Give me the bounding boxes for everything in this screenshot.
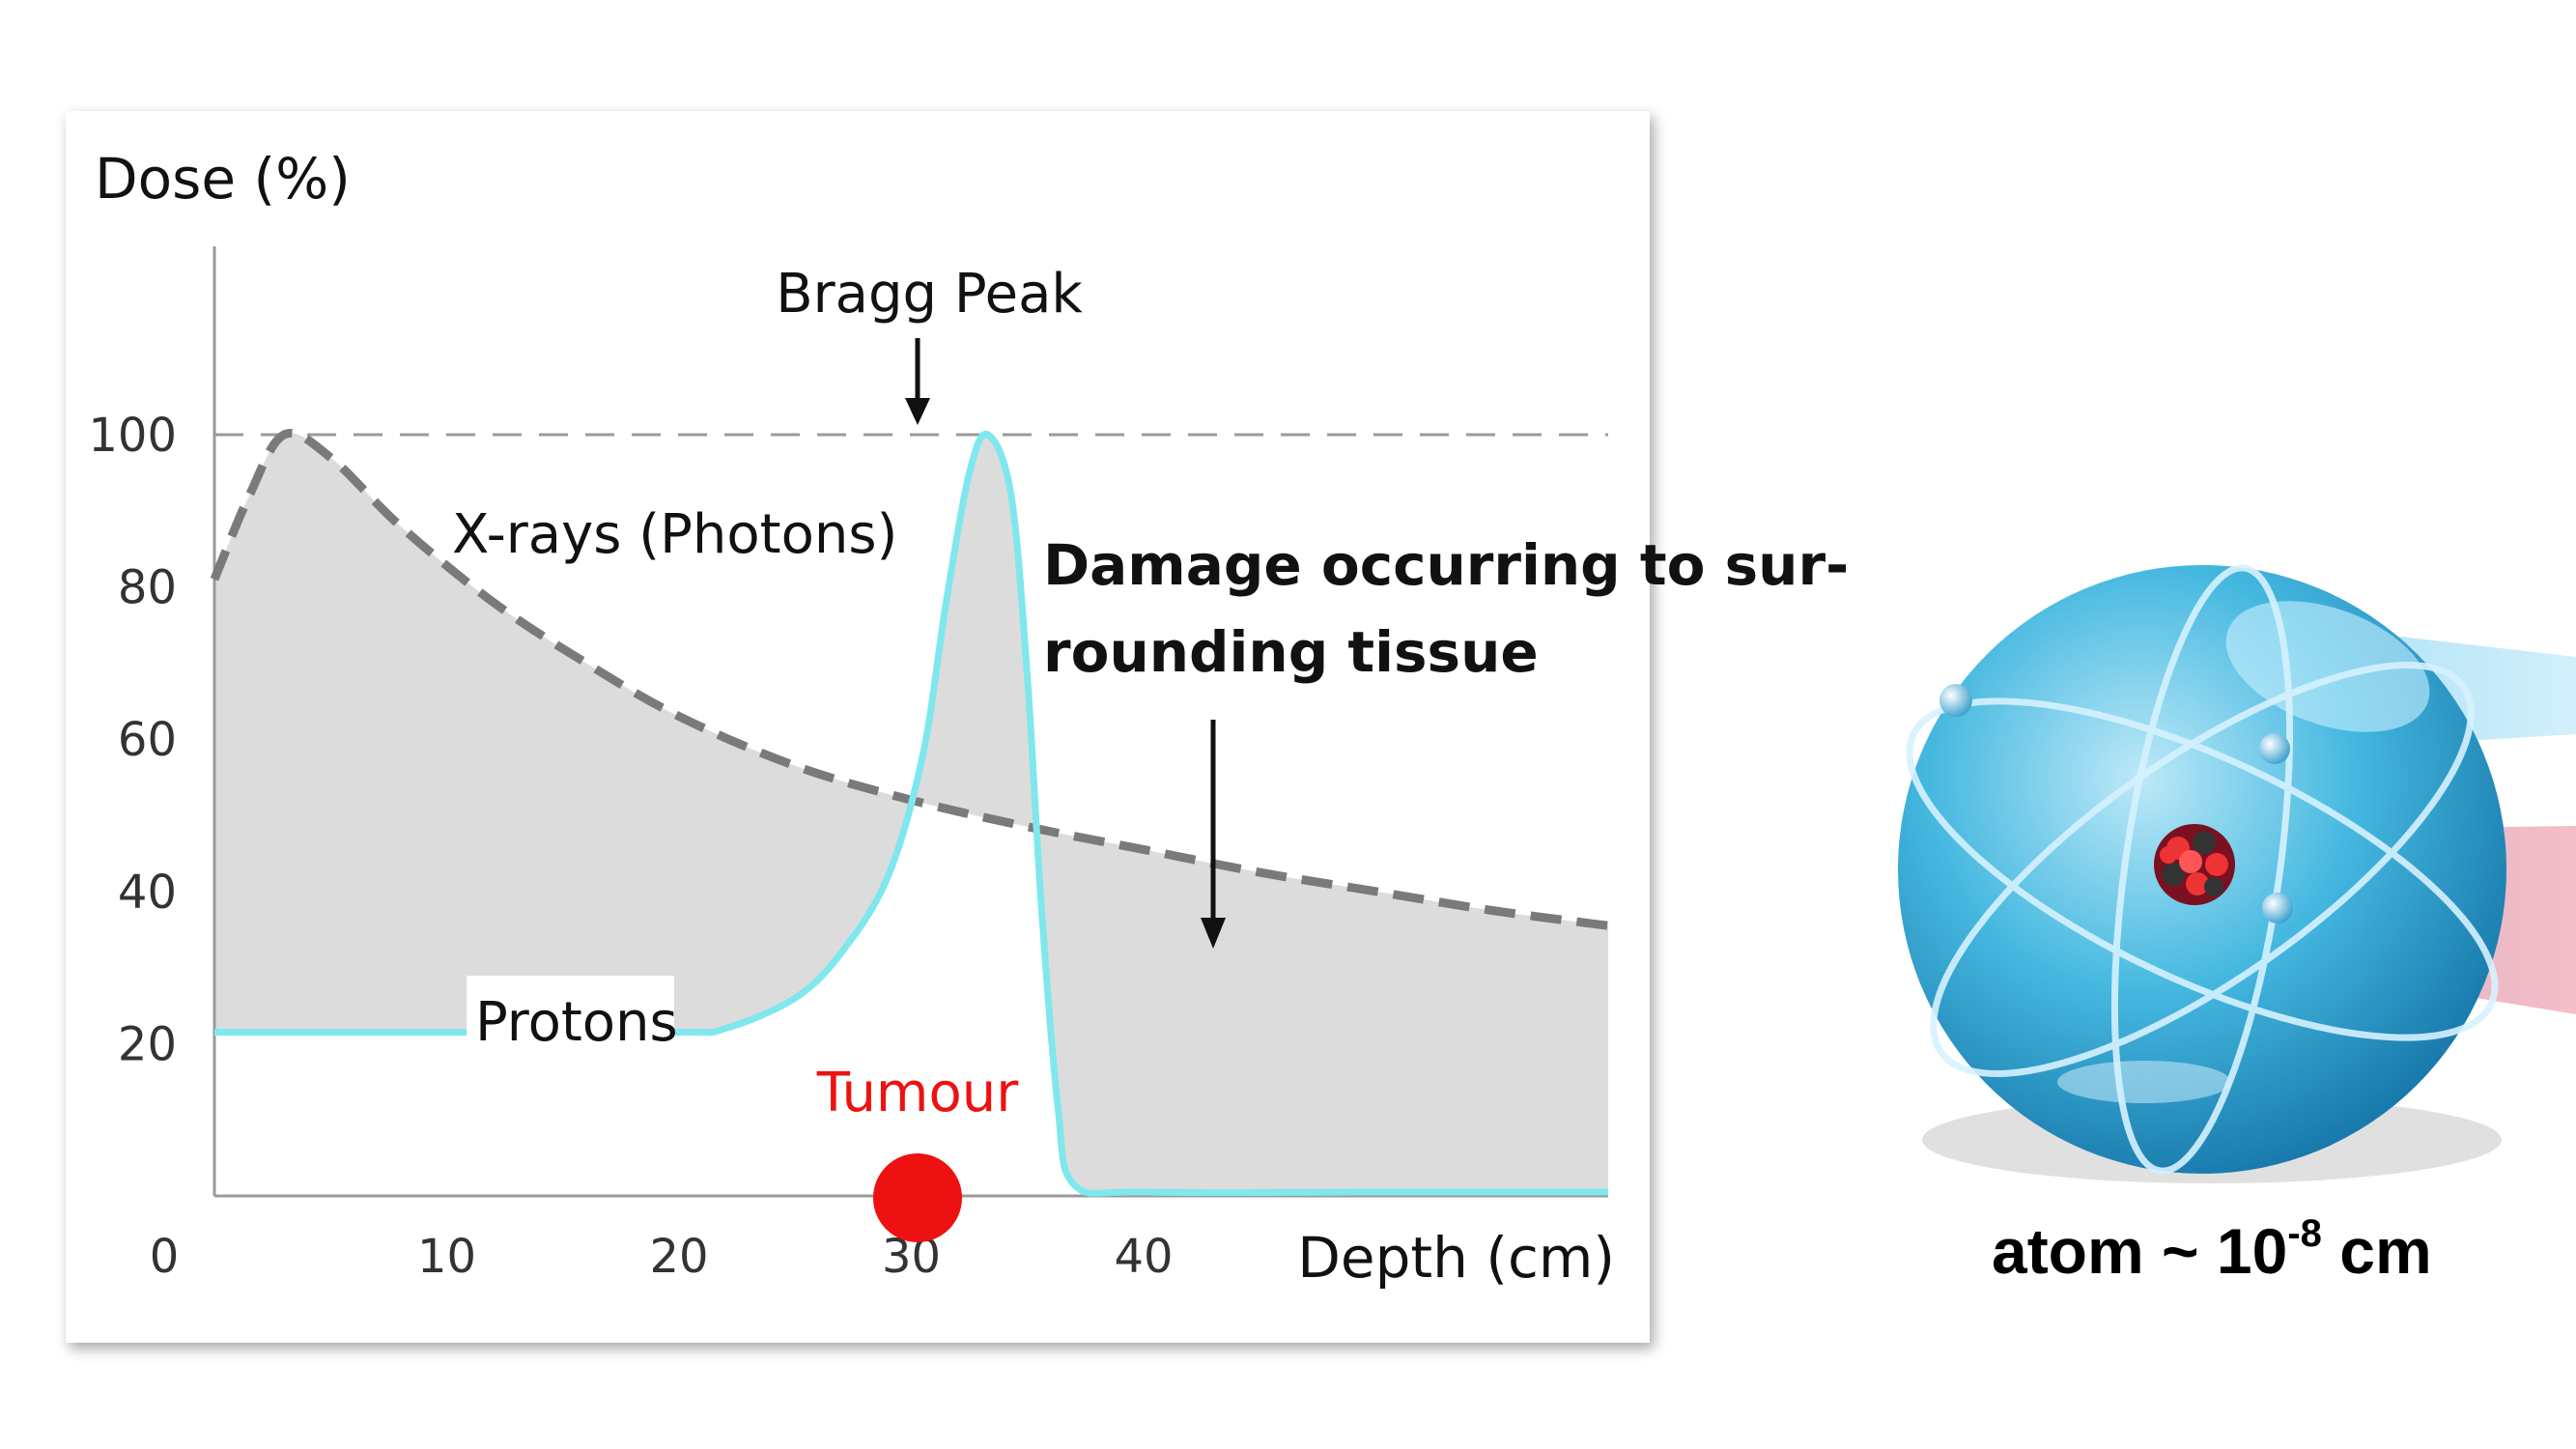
y-tick-label: 40 [118,866,177,920]
x-tick-label: 40 [1114,1230,1173,1284]
orbit-1 [1906,697,2499,1041]
nucleon [2205,853,2228,876]
nucleon [2179,850,2202,873]
protons-label: Protons [475,991,678,1054]
x-tick-label: 0 [150,1230,180,1284]
series-line-protons [214,430,1608,1197]
protons-label-bg [467,976,674,1065]
atom-caption: atom ~ 10-8 cm [1992,1212,2432,1287]
y-tick-label: 80 [118,561,177,615]
orbit-3 [2110,564,2294,1175]
tumour-marker [873,1153,962,1242]
y-tick-label: 100 [88,409,177,463]
atom-illustration: atom ~ 10-8 cm [1898,564,2576,1287]
nucleus [2154,824,2235,905]
y-tick-labels: 100 80 60 40 20 [88,409,177,1071]
atom-caption-suffix: cm [2322,1215,2432,1287]
atom-reflection [2057,1061,2231,1103]
x-tick-labels: 0 10 20 30 40 [150,1230,1174,1284]
y-axis-label: Dose (%) [95,146,351,212]
nucleon [2193,831,2216,854]
nucleon [2160,846,2177,864]
electron-2 [2259,733,2290,764]
atom-caption-exponent: -8 [2287,1212,2322,1255]
x-tick-label: 20 [649,1230,708,1284]
bragg-peak-label: Bragg Peak [776,263,1083,326]
damage-label-line2: rounding tissue [1043,619,1539,685]
photons-label: X-rays (Photons) [452,503,897,566]
y-tick-label: 60 [118,713,177,767]
electron-orbits [1906,564,2499,1175]
nucleon [2186,872,2209,895]
nucleon [2204,877,2223,896]
electron-3 [2262,893,2293,923]
nucleon [2162,863,2185,886]
x-tick-label: 10 [417,1230,476,1284]
tumour-label: Tumour [816,1062,1020,1124]
bragg-peak-arrow-head [905,398,930,425]
damage-arrow-head [1201,918,1226,949]
series-line-photons [210,428,1609,930]
x-axis-label: Depth (cm) [1297,1225,1615,1291]
atom-caption-prefix: atom ~ 10 [1992,1215,2287,1287]
damage-label-line1: Damage occurring to sur- [1043,532,1849,598]
y-tick-label: 20 [118,1017,177,1071]
electron-1 [1939,684,1972,717]
